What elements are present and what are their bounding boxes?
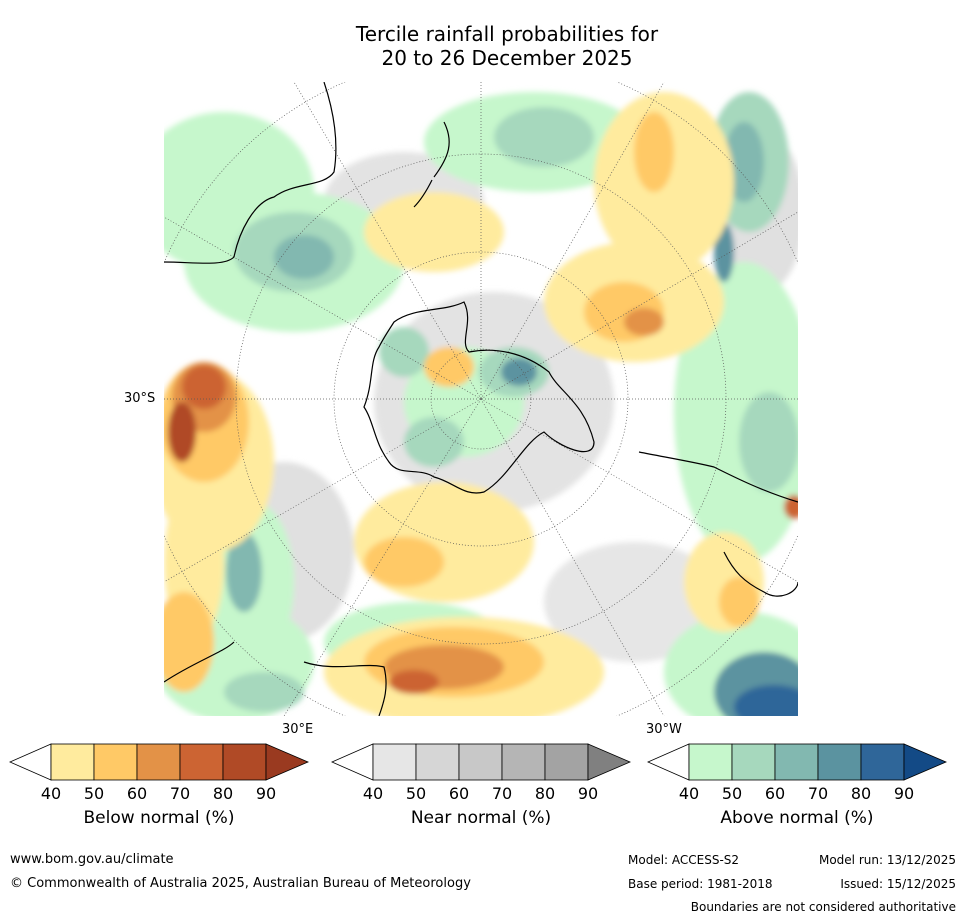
colorbar-tick-label: 50 [83, 784, 105, 803]
colorbar-tick-label: 80 [534, 784, 556, 803]
colorbar-segment [688, 743, 733, 781]
colorbar-extend-low [331, 743, 374, 781]
colorbar-segment [222, 743, 267, 781]
colorbar-extend-high [265, 743, 310, 781]
colorbar-segment [501, 743, 546, 781]
graticule [164, 82, 798, 716]
africa-coast [723, 551, 798, 597]
probability-shading [164, 92, 798, 716]
legend-above-normal: 40 50 60 70 80 90 Above normal (%) [647, 742, 948, 852]
colorbar-extend-high [903, 743, 948, 781]
colorbar-tick-label: 40 [40, 784, 62, 803]
footer-issued: Issued: 15/12/2025 [840, 877, 956, 891]
polar-rainfall-map [164, 82, 798, 716]
coastlines [164, 82, 798, 716]
colorbar-segment [817, 743, 862, 781]
coast-south [303, 661, 387, 716]
colorbar-segment [860, 743, 905, 781]
colorbar-tick-label: 50 [405, 784, 427, 803]
lon-label-30e: 30°E [282, 722, 314, 737]
colorbar-extend-high [587, 743, 632, 781]
colorbar-segment [372, 743, 417, 781]
colorbar-tick-label: 60 [448, 784, 470, 803]
colorbar-tick-label: 60 [764, 784, 786, 803]
colorbar-tick-label: 50 [721, 784, 743, 803]
title-line-1: Tercile rainfall probabilities for [355, 22, 659, 46]
lat-label-30s: 30°S [124, 391, 156, 406]
colorbar-near-normal [331, 743, 632, 781]
title-line-2: 20 to 26 December 2025 [381, 46, 633, 70]
colorbar-extend-low [647, 743, 690, 781]
footer-copyright: © Commonwealth of Australia 2025, Austra… [10, 876, 471, 891]
lon-label-30w: 30°W [646, 722, 682, 737]
colorbar-tick-label: 90 [255, 784, 277, 803]
coast-southwest [164, 641, 235, 683]
south-america-tip [638, 451, 798, 503]
footer-base-period: Base period: 1981-2018 [628, 877, 773, 891]
colorbar-segment [415, 743, 460, 781]
colorbar-tick-label: 90 [577, 784, 599, 803]
footer-url: www.bom.gov.au/climate [10, 852, 174, 867]
footer-disclaimer: Boundaries are not considered authoritat… [690, 900, 956, 914]
colorbar-tick-label: 90 [893, 784, 915, 803]
colorbar-tick-label: 70 [169, 784, 191, 803]
colorbar-tick-label: 40 [362, 784, 384, 803]
colorbar-segment [179, 743, 224, 781]
colorbar-below-normal [9, 743, 310, 781]
colorbar-above-normal [647, 743, 948, 781]
australia-coast [164, 82, 337, 264]
colorbar-segment [93, 743, 138, 781]
colorbar-segment [50, 743, 95, 781]
colorbar-tick-label: 80 [850, 784, 872, 803]
colorbar-tick-label: 40 [678, 784, 700, 803]
colorbar-extend-low [9, 743, 52, 781]
new-zealand-south [413, 179, 433, 208]
legend-below-normal: 40 50 60 70 80 90 Below normal (%) [9, 742, 310, 852]
colorbar-segment [731, 743, 776, 781]
colorbar-tick-label: 80 [212, 784, 234, 803]
map-title: Tercile rainfall probabilities for 20 to… [0, 22, 965, 70]
legend-title-below-normal: Below normal (%) [83, 808, 235, 828]
footer-model: Model: ACCESS-S2 [628, 853, 740, 867]
legend-title-above-normal: Above normal (%) [720, 808, 874, 828]
antarctica-coast [363, 301, 595, 494]
footer-model-run: Model run: 13/12/2025 [818, 853, 956, 867]
colorbar-segment [544, 743, 589, 781]
colorbar-tick-label: 70 [807, 784, 829, 803]
colorbar-segment [774, 743, 819, 781]
colorbar-segment [458, 743, 503, 781]
colorbar-tick-label: 60 [126, 784, 148, 803]
colorbar-segment [136, 743, 181, 781]
legend-title-near-normal: Near normal (%) [410, 808, 552, 828]
legend-near-normal: 40 50 60 70 80 90 Near normal (%) [331, 742, 632, 852]
colorbar-tick-label: 70 [491, 784, 513, 803]
new-zealand-north [433, 121, 450, 178]
